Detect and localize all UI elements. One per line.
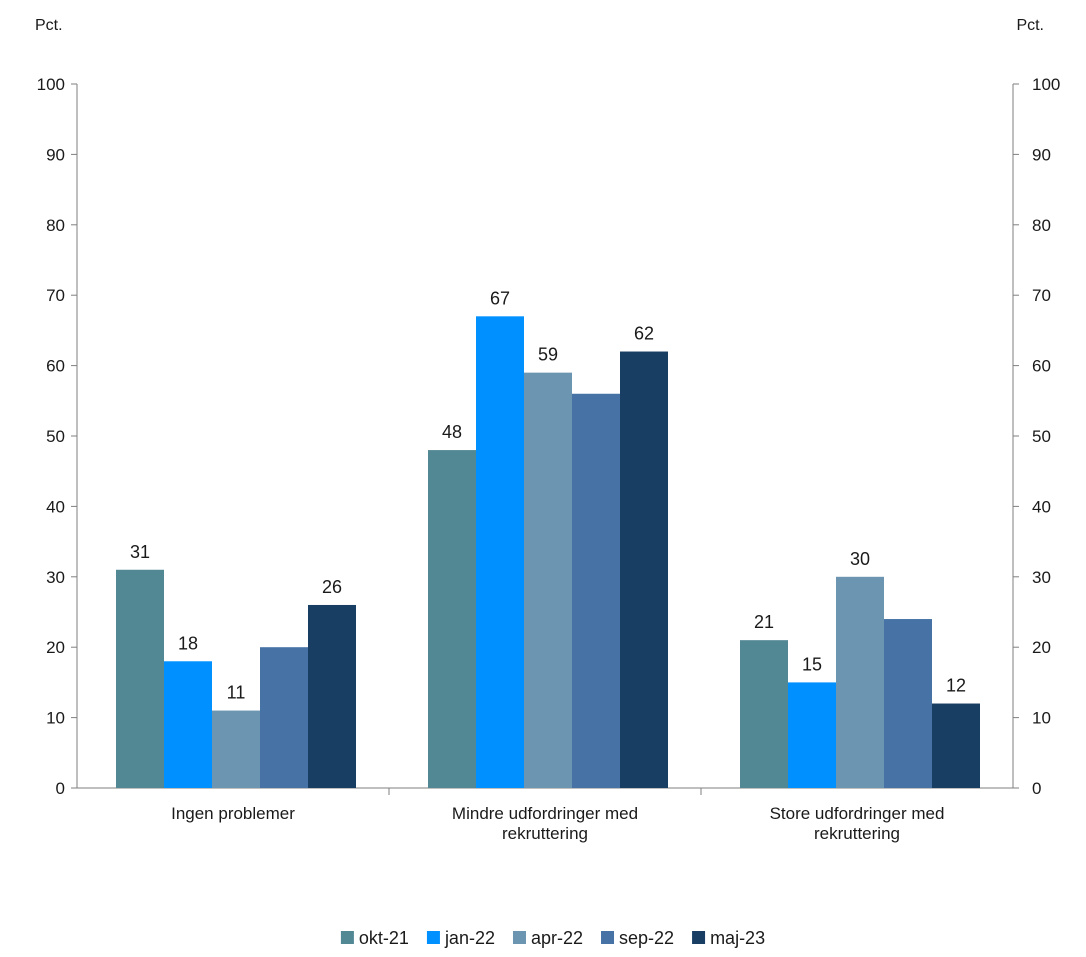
right-y-tick-label: 90 — [1032, 145, 1051, 164]
left-y-tick-label: 90 — [46, 145, 65, 164]
chart-bars — [116, 316, 980, 788]
right-y-tick-label: 10 — [1032, 709, 1051, 728]
data-label: 48 — [442, 422, 462, 442]
right-y-tick-label: 30 — [1032, 568, 1051, 587]
bar-apr-22-cat2 — [524, 372, 572, 788]
category-label: Mindre udfordringer med rekruttering — [452, 804, 638, 843]
data-label: 11 — [227, 683, 246, 703]
data-label: 21 — [754, 612, 774, 632]
bar-apr-22-cat1 — [212, 710, 260, 788]
left-y-tick-label: 80 — [46, 216, 65, 235]
left-y-tick-label: 100 — [37, 75, 65, 94]
left-y-tick-label: 40 — [46, 497, 65, 516]
legend-label-maj-23: maj-23 — [710, 928, 765, 948]
right-y-tick-label: 60 — [1032, 357, 1051, 376]
data-label: 15 — [802, 654, 822, 674]
bar-sep-22-cat3 — [884, 619, 932, 788]
bar-okt-21-cat3 — [740, 640, 788, 788]
left-y-tick-label: 10 — [46, 709, 65, 728]
left-y-tick-label: 0 — [56, 779, 65, 798]
legend-swatch-sep-22 — [601, 931, 615, 944]
data-label: 31 — [130, 542, 150, 562]
data-label: 12 — [946, 676, 966, 696]
legend-swatch-jan-22 — [426, 931, 440, 944]
left-y-tick-label: 60 — [46, 357, 65, 376]
right-y-tick-label: 20 — [1032, 638, 1051, 657]
data-label: 62 — [634, 324, 654, 344]
right-y-tick-label: 80 — [1032, 216, 1051, 235]
bar-apr-22-cat3 — [836, 576, 884, 788]
chart-legend: okt-21 jan-22 apr-22 sep-22 maj-23 — [340, 928, 765, 948]
category-label: Store udfordringer med rekruttering — [770, 804, 945, 843]
left-y-tick-label: 70 — [46, 286, 65, 305]
legend-label-jan-22: jan-22 — [444, 928, 495, 948]
bar-jan-22-cat2 — [476, 316, 524, 788]
bar-maj-23-cat3 — [932, 703, 980, 788]
legend-label-apr-22: apr-22 — [531, 928, 583, 948]
category-labels: Ingen problemer Mindre udfordringer med re… — [171, 804, 944, 843]
left-axis-unit: Pct. — [35, 17, 63, 34]
bar-jan-22-cat3 — [788, 682, 836, 788]
bar-sep-22-cat1 — [260, 647, 308, 788]
left-y-tick-label: 30 — [46, 568, 65, 587]
right-y-tick-label: 40 — [1032, 497, 1051, 516]
legend-swatch-maj-23 — [692, 931, 706, 944]
legend-swatch-okt-21 — [340, 931, 354, 944]
bar-maj-23-cat1 — [308, 604, 356, 788]
data-label: 30 — [850, 549, 870, 569]
data-label: 67 — [490, 288, 510, 308]
bar-okt-21-cat1 — [116, 569, 164, 788]
legend-swatch-apr-22 — [512, 931, 526, 944]
right-y-tick-label: 100 — [1032, 75, 1060, 94]
legend-label-okt-21: okt-21 — [359, 928, 409, 948]
bar-jan-22-cat1 — [164, 661, 212, 788]
legend-label-sep-22: sep-22 — [619, 928, 674, 948]
right-y-tick-label: 0 — [1032, 779, 1041, 798]
data-label: 59 — [538, 345, 558, 365]
bar-okt-21-cat2 — [428, 450, 476, 788]
bar-sep-22-cat2 — [572, 393, 620, 788]
left-y-tick-label: 50 — [46, 427, 65, 446]
chart-data-labels: 31 48 21 18 67 15 11 59 30 26 62 12 — [130, 288, 966, 702]
bar-maj-23-cat2 — [620, 351, 668, 788]
category-label: Ingen problemer — [171, 804, 295, 823]
right-y-tick-label: 50 — [1032, 427, 1051, 446]
data-label: 26 — [322, 577, 342, 597]
right-axis-unit: Pct. — [1016, 17, 1044, 34]
right-y-tick-label: 70 — [1032, 286, 1051, 305]
data-label: 18 — [178, 633, 198, 653]
left-y-tick-label: 20 — [46, 638, 65, 657]
